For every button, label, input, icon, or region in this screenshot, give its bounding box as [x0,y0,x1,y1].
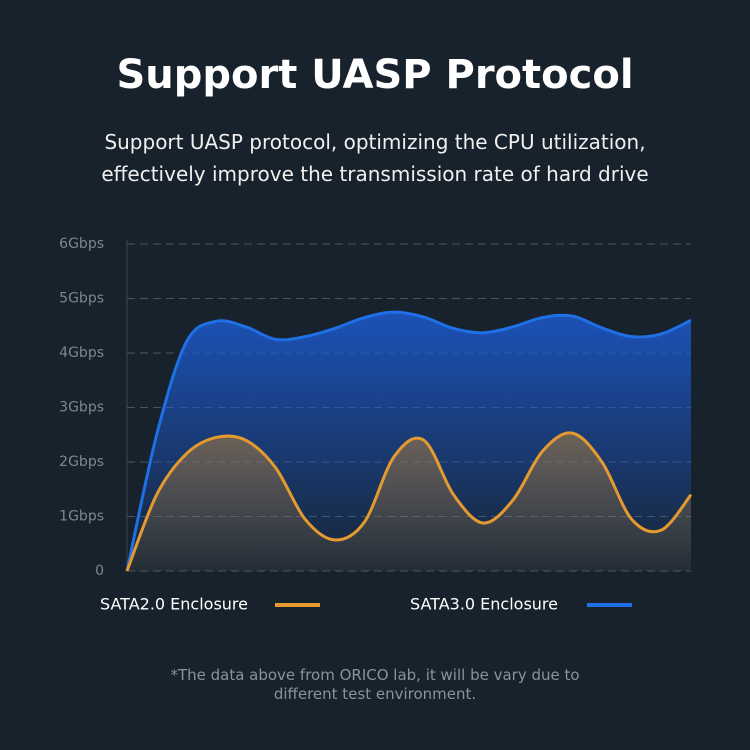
subtitle: Support UASP protocol, optimizing the CP… [101,130,649,186]
legend-label: SATA2.0 Enclosure [100,595,248,614]
y-tick-label: 4Gbps [59,345,104,361]
area [127,432,691,571]
y-tick-label: 1Gbps [59,509,104,525]
y-tick-label: 0 [95,563,104,579]
title: Support UASP Protocol [116,52,634,98]
line [125,431,693,572]
legend-label: SATA3.0 Enclosure [410,595,558,614]
y-tick-label: 5Gbps [59,291,104,307]
line [125,310,692,572]
y-tick-label: 2Gbps [59,454,104,470]
y-tick-label: 6Gbps [59,236,104,252]
y-tick-label: 3Gbps [59,400,104,416]
footnote: *The data above from ORICO lab, it will … [170,666,580,703]
